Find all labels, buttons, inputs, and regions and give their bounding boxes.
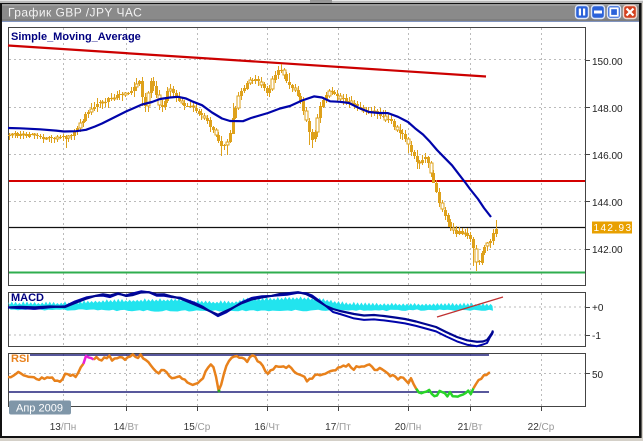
svg-text:Апр 2009: Апр 2009 (16, 403, 63, 415)
svg-text:16/Чт: 16/Чт (254, 422, 280, 433)
svg-text:150.00: 150.00 (592, 57, 623, 68)
svg-text:13/Пн: 13/Пн (50, 422, 77, 433)
svg-text:146.00: 146.00 (592, 151, 623, 162)
svg-text:22/Ср: 22/Ср (528, 422, 555, 433)
svg-text:142.00: 142.00 (592, 245, 623, 256)
svg-text:50: 50 (592, 370, 604, 381)
svg-text:142.93: 142.93 (594, 223, 632, 234)
svg-text:График GBP /JPY ЧАС: График GBP /JPY ЧАС (8, 6, 142, 20)
svg-text:RSI: RSI (11, 353, 29, 365)
svg-text:144.00: 144.00 (592, 198, 623, 209)
svg-text:14/Вт: 14/Вт (114, 422, 139, 433)
svg-text:21/Вт: 21/Вт (458, 422, 483, 433)
svg-text:20/Пн: 20/Пн (395, 422, 422, 433)
svg-text:15/Ср: 15/Ср (184, 422, 211, 433)
svg-text:MACD: MACD (11, 292, 44, 304)
svg-text:17/Пт: 17/Пт (325, 422, 351, 433)
svg-text:+0: +0 (592, 303, 604, 314)
svg-text:-1: -1 (592, 331, 601, 342)
svg-text:Simple_Moving_Average: Simple_Moving_Average (11, 31, 141, 43)
svg-text:148.00: 148.00 (592, 104, 623, 115)
